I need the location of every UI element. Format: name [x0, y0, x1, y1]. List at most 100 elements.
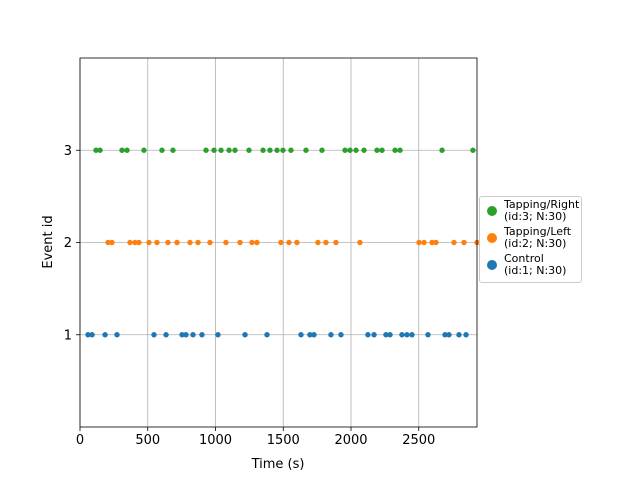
event-point — [132, 239, 138, 246]
event-point — [170, 147, 176, 153]
x-tick-label: 2000 — [334, 433, 367, 448]
event-point — [254, 239, 260, 246]
event-point — [461, 239, 467, 246]
event-point — [159, 147, 165, 153]
event-point — [371, 332, 377, 338]
event-point — [439, 147, 445, 153]
legend: Tapping/Right (id:3; N:30) Tapping/Left (… — [479, 196, 582, 283]
event-point — [203, 147, 209, 153]
event-point — [190, 332, 196, 338]
event-point — [226, 147, 232, 153]
x-tick-label: 1500 — [267, 433, 300, 448]
event-point — [207, 239, 213, 246]
x-tick-label: 500 — [135, 433, 160, 448]
event-point — [446, 332, 452, 338]
event-point — [105, 239, 111, 246]
event-point — [151, 332, 157, 338]
legend-item: Control (id:1; N:30) — [480, 253, 581, 277]
event-point — [383, 332, 389, 338]
event-point — [397, 147, 403, 153]
event-point — [232, 147, 238, 153]
event-point — [223, 239, 229, 246]
event-point — [274, 147, 280, 153]
event-point — [451, 239, 457, 246]
event-point — [114, 332, 120, 338]
event-point — [425, 332, 431, 338]
event-point — [260, 147, 266, 153]
event-point — [421, 239, 427, 246]
event-point — [433, 239, 439, 246]
event-point — [218, 147, 224, 153]
event-point — [357, 239, 363, 246]
legend-marker — [487, 206, 497, 216]
event-point — [404, 332, 410, 338]
legend-label: Tapping/Left (id:2; N:30) — [504, 225, 572, 250]
x-tick-label: 0 — [76, 433, 84, 448]
event-point — [278, 239, 284, 246]
event-point — [97, 147, 103, 153]
event-point — [187, 239, 193, 246]
event-point — [399, 332, 405, 338]
event-point — [463, 332, 469, 338]
event-point — [246, 147, 252, 153]
legend-label: Tapping/Right (id:3; N:30) — [504, 198, 580, 223]
legend-item: Tapping/Left (id:2; N:30) — [480, 226, 581, 250]
event-point — [319, 147, 325, 153]
event-point — [242, 332, 248, 338]
event-point — [409, 332, 415, 338]
event-point — [165, 239, 171, 246]
event-point — [136, 239, 142, 246]
event-point — [141, 147, 147, 153]
event-point — [311, 332, 317, 338]
x-axis-label: Time (s) — [251, 457, 305, 472]
event-point — [338, 332, 344, 338]
event-point — [307, 332, 313, 338]
event-point — [183, 332, 189, 338]
legend-item: Tapping/Right (id:3; N:30) — [480, 199, 581, 223]
event-point — [249, 239, 255, 246]
event-point — [199, 332, 205, 338]
event-point — [280, 147, 286, 153]
event-point — [195, 239, 201, 246]
y-tick-label: 3 — [64, 144, 72, 159]
event-point — [288, 147, 294, 153]
event-point — [179, 332, 185, 338]
event-point — [456, 332, 462, 338]
event-point — [174, 239, 180, 246]
event-point — [286, 239, 292, 246]
event-point — [215, 332, 221, 338]
event-point — [154, 239, 160, 246]
event-point — [124, 147, 130, 153]
x-tick-label: 2500 — [402, 433, 435, 448]
event-point — [294, 239, 300, 246]
event-point — [102, 332, 108, 338]
event-point — [347, 147, 353, 153]
y-axis-label: Event id — [41, 215, 56, 268]
event-point — [85, 332, 91, 338]
event-point — [119, 147, 125, 153]
event-point — [315, 239, 321, 246]
legend-marker — [487, 260, 497, 270]
axes-frame — [79, 57, 478, 428]
event-point — [163, 332, 169, 338]
event-point — [374, 147, 380, 153]
event-point — [353, 147, 359, 153]
event-point — [264, 332, 270, 338]
event-point — [333, 239, 339, 246]
event-point — [387, 332, 393, 338]
y-tick-label: 1 — [64, 328, 72, 343]
event-point — [89, 332, 95, 338]
event-point — [211, 147, 217, 153]
event-point — [127, 239, 133, 246]
event-point — [267, 147, 273, 153]
event-point — [365, 332, 371, 338]
legend-label: Control (id:1; N:30) — [504, 252, 567, 277]
event-point — [392, 147, 398, 153]
event-point — [361, 147, 367, 153]
event-point — [303, 147, 309, 153]
event-point — [379, 147, 385, 153]
event-point — [146, 239, 152, 246]
x-tick-label: 1000 — [199, 433, 232, 448]
